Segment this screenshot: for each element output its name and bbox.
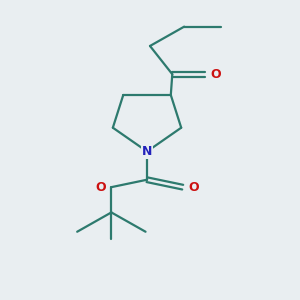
Text: O: O bbox=[95, 181, 106, 194]
Text: O: O bbox=[188, 181, 199, 194]
Text: O: O bbox=[210, 68, 221, 81]
Text: N: N bbox=[142, 145, 152, 158]
